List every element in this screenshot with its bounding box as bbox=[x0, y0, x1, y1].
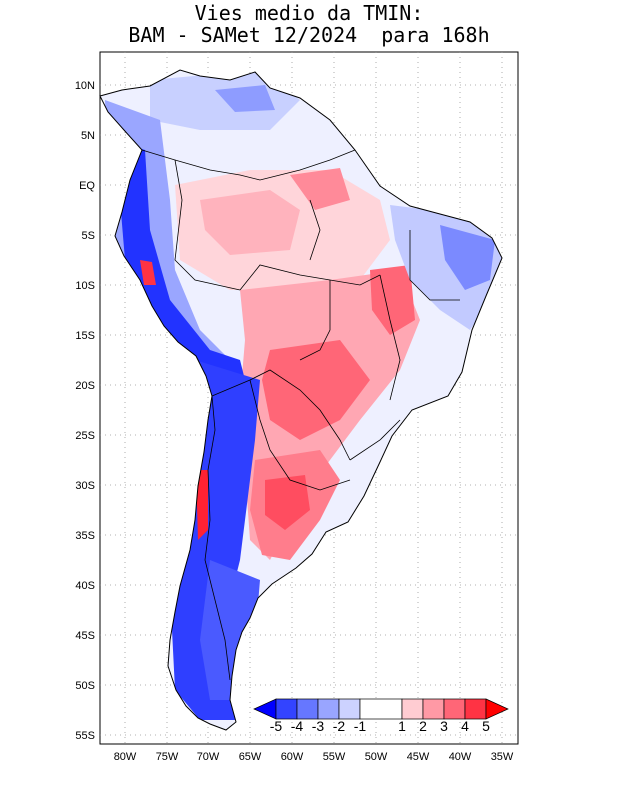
colorbar-bin-8 bbox=[443, 698, 466, 720]
colorbar-bin-1 bbox=[275, 698, 298, 720]
lat-tick-label: 5N bbox=[81, 130, 95, 142]
lat-tick-label: 35S bbox=[75, 530, 95, 542]
lon-tick-label: 35W bbox=[491, 751, 514, 763]
colorbar-label: 3 bbox=[440, 718, 448, 734]
lat-tick-label: 30S bbox=[75, 480, 95, 492]
lon-tick-label: 70W bbox=[197, 751, 220, 763]
colorbar-bin-4 bbox=[338, 698, 361, 720]
longitude-axis: 80W 75W 70W 65W 60W 55W 50W 45W 40W 35W bbox=[114, 751, 514, 763]
bias-chile-red-streak bbox=[196, 470, 208, 540]
lat-tick-label: 25S bbox=[75, 430, 95, 442]
lat-tick-label: 20S bbox=[75, 380, 95, 392]
colorbar-arrow-right bbox=[485, 698, 509, 720]
colorbar-label: -3 bbox=[312, 718, 325, 734]
colorbar-label: -2 bbox=[333, 718, 346, 734]
colorbar-bin-9 bbox=[464, 698, 487, 720]
bias-central-core bbox=[262, 340, 370, 440]
map-title: Vies medio da TMIN: BAM - SAMet 12/2024 … bbox=[0, 2, 618, 46]
lon-tick-label: 80W bbox=[114, 751, 137, 763]
lat-tick-label: 55S bbox=[75, 730, 95, 742]
bias-northeast-core bbox=[440, 225, 495, 290]
colorbar-bin-6 bbox=[401, 698, 424, 720]
colorbar-label: -1 bbox=[354, 718, 367, 734]
bias-pampa-core bbox=[265, 475, 310, 530]
lon-tick-label: 55W bbox=[323, 751, 346, 763]
lat-tick-label: 45S bbox=[75, 630, 95, 642]
colorbar-bin-7 bbox=[422, 698, 445, 720]
lat-tick-label: EQ bbox=[79, 180, 95, 192]
lon-tick-label: 65W bbox=[239, 751, 262, 763]
title-line-1: Vies medio da TMIN: bbox=[194, 1, 424, 25]
colorbar-bin-5 bbox=[359, 698, 403, 720]
lon-tick-label: 45W bbox=[407, 751, 430, 763]
lat-tick-label: 40S bbox=[75, 580, 95, 592]
latitude-axis: 10N 5N EQ 5S 10S 15S 20S 25S 30S 35S 40S… bbox=[75, 80, 96, 742]
political-borders bbox=[141, 149, 460, 681]
lat-tick-label: 15S bbox=[75, 330, 95, 342]
colorbar-label: 2 bbox=[419, 718, 427, 734]
lat-tick-label: 5S bbox=[82, 230, 95, 242]
colorbar-label: -5 bbox=[270, 718, 283, 734]
lat-tick-label: 10N bbox=[75, 80, 95, 92]
colorbar: -5 -4 -3 -2 -1 1 2 3 4 5 bbox=[253, 698, 509, 734]
colorbar-label: -4 bbox=[291, 718, 304, 734]
bias-chile-blue bbox=[172, 360, 260, 720]
colorbar-label: 4 bbox=[461, 718, 469, 734]
bias-amapa-red bbox=[290, 168, 350, 210]
colorbar-label: 5 bbox=[482, 718, 490, 734]
colorbar-label: 1 bbox=[398, 718, 406, 734]
lat-tick-label: 50S bbox=[75, 680, 95, 692]
lon-tick-label: 60W bbox=[281, 751, 304, 763]
lon-tick-label: 50W bbox=[365, 751, 388, 763]
colorbar-bin-3 bbox=[317, 698, 340, 720]
title-line-2: BAM - SAMet 12/2024 para 168h bbox=[128, 23, 490, 47]
lat-tick-label: 10S bbox=[75, 280, 95, 292]
colorbar-bin-2 bbox=[296, 698, 319, 720]
continent bbox=[99, 69, 503, 731]
coastline bbox=[99, 69, 503, 731]
lon-tick-label: 40W bbox=[449, 751, 472, 763]
bias-andes-red-patch bbox=[140, 260, 156, 285]
bias-shading bbox=[105, 70, 502, 720]
lon-tick-label: 75W bbox=[156, 751, 179, 763]
bias-amazon-core bbox=[200, 190, 300, 255]
bias-goias-red bbox=[370, 265, 415, 335]
bias-venezuela-blue bbox=[215, 85, 275, 112]
